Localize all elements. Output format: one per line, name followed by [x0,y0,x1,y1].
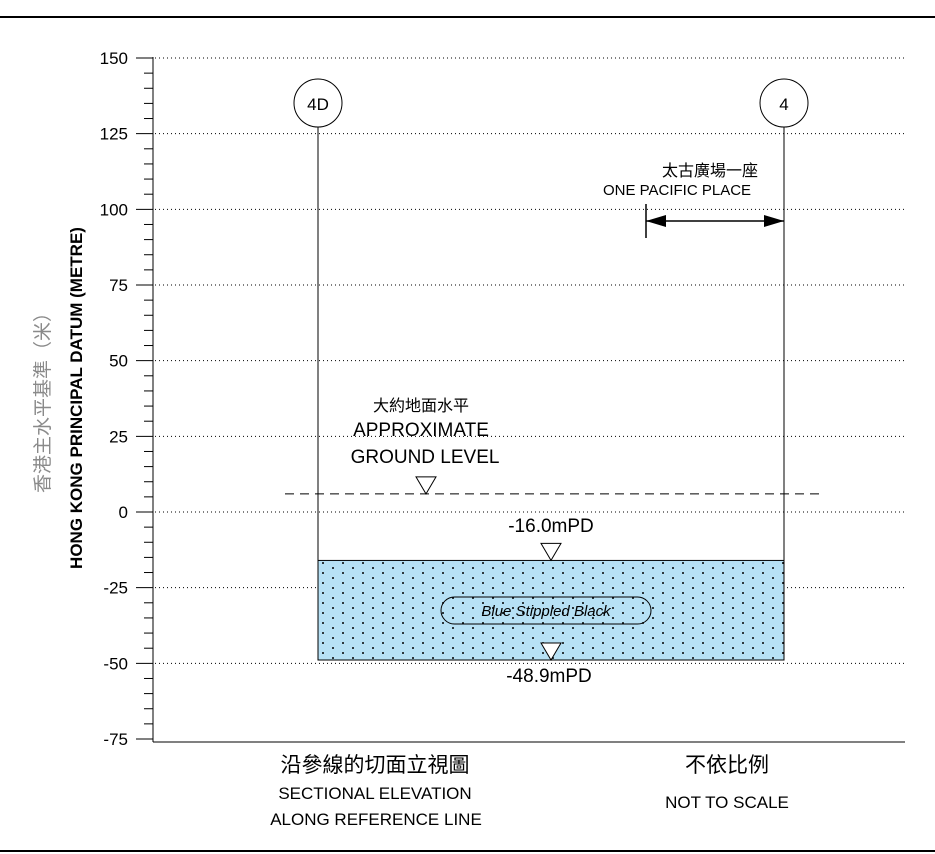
structure-top-marker-icon [540,542,562,562]
tick-label: 100 [100,200,128,219]
tick-label: -25 [103,579,128,598]
ground-label-en-2: GROUND LEVEL [351,447,500,468]
tick-label: 50 [109,352,128,371]
y-axis-tick-labels: 150 125 100 75 50 25 0 -25 -50 -75 [100,49,128,749]
grid-lines [155,57,905,664]
tick-label: 125 [100,125,128,144]
building-extent-arrow [645,204,784,238]
ground-label-en-1: APPROXIMATE [353,420,489,441]
marker-4d-label: 4D [307,95,329,114]
y-axis-title-zh: 香港主水平基準（米） [32,303,54,493]
tick-label: -75 [103,730,128,749]
building-label-en: ONE PACIFIC PLACE [603,182,751,199]
marker-4d: 4D [293,78,343,128]
structure-bottom-label: -48.9mPD [506,666,592,687]
fill-legend-pill: Blue Stippled Black [440,596,652,625]
tick-label: 25 [109,427,128,446]
section-title-en-2: ALONG REFERENCE LINE [270,810,482,829]
marker-4: 4 [759,78,809,128]
structure-bottom-marker-icon [540,642,562,661]
ground-label-zh: 大約地面水平 [373,396,469,415]
scale-note-en: NOT TO SCALE [665,793,789,812]
y-axis-ticks [136,57,153,740]
section-title-zh: 沿參線的切面立視圖 [281,753,470,777]
marker-4-label: 4 [779,95,788,114]
tick-label: 75 [109,276,128,295]
ground-level-marker-icon [415,476,437,495]
scale-note-zh: 不依比例 [685,753,769,777]
tick-label: 0 [119,503,128,522]
structure-top-label: -16.0mPD [508,516,594,537]
section-title-en-1: SECTIONAL ELEVATION [278,784,471,803]
y-axis-title-en: HONG KONG PRINCIPAL DATUM (METRE) [67,227,86,569]
tick-label: -50 [103,654,128,673]
tick-label: 150 [100,49,128,68]
building-label-zh: 太古廣場一座 [662,161,758,180]
fill-legend-label: Blue Stippled Black [481,603,612,620]
